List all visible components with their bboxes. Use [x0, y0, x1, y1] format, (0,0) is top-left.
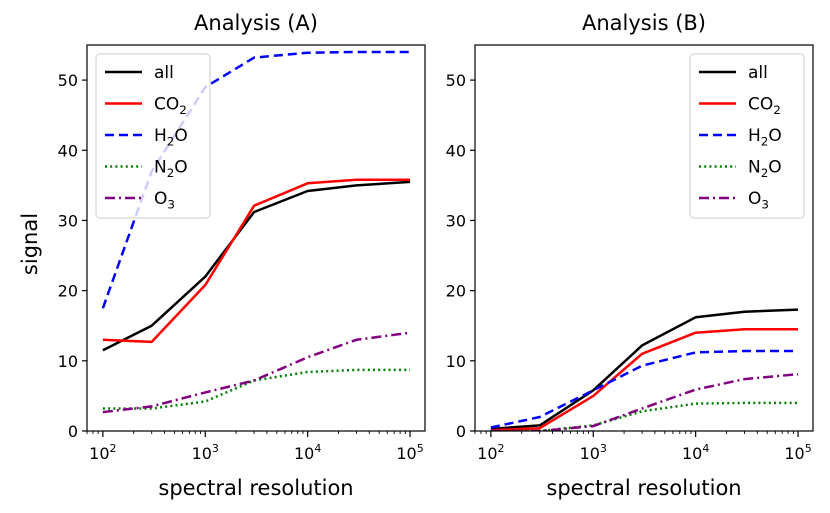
- legend-label-o3-a: O3: [154, 189, 175, 211]
- series-line-o3-a: [102, 331, 411, 414]
- legend-label-o3-b: O3: [748, 189, 769, 211]
- series-group-b: [490, 308, 799, 431]
- legend-label-n2o-a: N2O: [154, 158, 188, 180]
- y-tick-label: 20: [58, 282, 78, 301]
- x-tick-label: 103: [192, 442, 219, 463]
- legend-label-h2o-b: H2O: [748, 126, 782, 148]
- y-tick-label: 30: [58, 211, 78, 230]
- series-line-co2-a: [102, 178, 410, 344]
- legend-label-all-b: all: [748, 63, 768, 83]
- series-line-all-a: [102, 180, 411, 352]
- series-line-h2o-b: [490, 349, 798, 429]
- chart-title-b: Analysis (B): [582, 11, 706, 35]
- y-tick-label: 10: [58, 352, 78, 371]
- y-tick-label: 30: [446, 211, 466, 230]
- legend-label-co2-a: CO2: [154, 95, 187, 117]
- x-tick-label: 105: [784, 442, 811, 463]
- y-tick-label: 50: [58, 71, 78, 90]
- y-tick-label: 40: [58, 141, 78, 160]
- x-tick-label: 105: [396, 442, 423, 463]
- chart-panel-a: Analysis (A) 0 10 20 30 40 50 102 103 104 105 all CO…: [58, 11, 426, 463]
- y-axis-label: signal: [18, 213, 42, 275]
- x-tick-label: 104: [294, 442, 321, 463]
- series-line-all-b: [490, 308, 799, 431]
- legend-box-b: [689, 53, 805, 219]
- legend-box-a: [95, 53, 211, 219]
- y-tick-label: 50: [446, 71, 466, 90]
- chart-panel-b: Analysis (B) 0 10 20 30 40 50 102 103 104 105 all CO…: [446, 11, 814, 463]
- series-line-n2o-a: [102, 368, 410, 410]
- legend-a: all CO2 H2O N2O O3: [95, 53, 211, 219]
- x-axis-label-b: spectral resolution: [546, 476, 741, 500]
- y-tick-label: 10: [446, 352, 466, 371]
- legend-label-all-a: all: [154, 63, 174, 83]
- legend-label-co2-b: CO2: [748, 95, 781, 117]
- x-tick-label: 102: [477, 442, 504, 463]
- series-line-o3-b: [490, 372, 799, 431]
- y-tick-label: 40: [446, 141, 466, 160]
- legend-b: all CO2 H2O N2O O3: [689, 53, 805, 219]
- series-line-co2-b: [490, 327, 798, 431]
- plot-frame-b: [474, 44, 814, 432]
- y-tick-label: 0: [68, 422, 78, 441]
- chart-title-a: Analysis (A): [194, 11, 318, 35]
- series-line-n2o-b: [490, 401, 798, 431]
- y-tick-label: 0: [456, 422, 466, 441]
- x-tick-label: 103: [580, 442, 607, 463]
- y-tick-label: 20: [446, 282, 466, 301]
- plot-frame-a: [86, 44, 426, 432]
- legend-label-n2o-b: N2O: [748, 158, 782, 180]
- legend-label-h2o-a: H2O: [154, 126, 188, 148]
- x-tick-label: 104: [682, 442, 709, 463]
- x-tick-label: 102: [89, 442, 116, 463]
- x-axis-label-a: spectral resolution: [158, 476, 353, 500]
